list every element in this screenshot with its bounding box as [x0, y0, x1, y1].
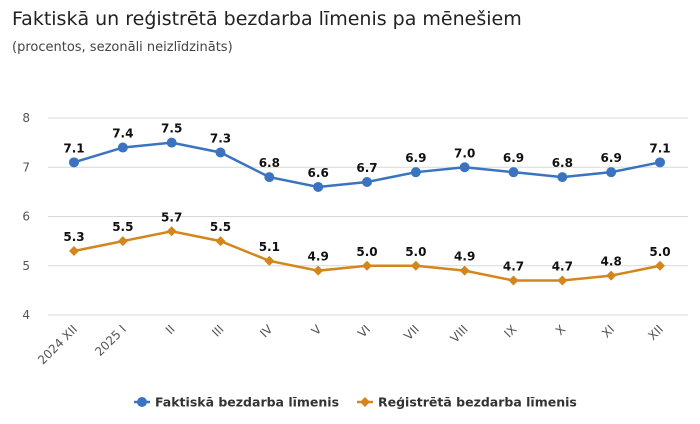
y-tick-label: 5 — [22, 259, 30, 273]
chart-subtitle: (procentos, sezonāli neizlīdzināts) — [12, 40, 233, 55]
legend-item[interactable]: Faktiskā bezdarba līmenis — [155, 395, 339, 410]
x-tick-label: XI — [599, 322, 617, 340]
legend-item[interactable]: Reģistrētā bezdarba līmenis — [378, 395, 577, 410]
data-point — [264, 255, 275, 266]
data-point — [166, 137, 177, 148]
data-label: 7.3 — [210, 131, 231, 145]
data-label: 5.3 — [63, 230, 84, 244]
data-label: 7.5 — [161, 122, 182, 136]
data-point — [215, 147, 226, 158]
x-tick-label: 2025 I — [92, 322, 129, 359]
x-tick-label: VII — [401, 322, 422, 343]
data-point — [459, 265, 470, 276]
legend-diamond-icon — [360, 397, 370, 407]
y-tick-label: 7 — [22, 160, 30, 174]
data-label: 7.0 — [454, 146, 475, 160]
legend-circle-icon — [137, 397, 147, 407]
data-point — [557, 172, 568, 183]
data-label: 6.9 — [405, 151, 426, 165]
data-label: 5.0 — [405, 245, 426, 259]
data-point — [69, 245, 79, 256]
x-tick-label: III — [209, 322, 226, 339]
x-tick-label: 2024 XII — [35, 322, 80, 367]
data-point — [313, 265, 324, 276]
data-label: 4.8 — [601, 255, 622, 269]
data-label: 4.9 — [308, 250, 329, 264]
data-label: 4.7 — [503, 260, 524, 274]
x-tick-label: VI — [355, 322, 373, 340]
data-label: 6.8 — [552, 156, 573, 170]
x-tick-label: IX — [501, 322, 519, 340]
data-point — [215, 236, 226, 247]
data-point — [410, 167, 421, 178]
x-tick-label: II — [163, 322, 178, 337]
data-point — [606, 270, 617, 281]
x-tick-label: X — [553, 322, 569, 338]
x-tick-label: XII — [645, 322, 666, 343]
data-point — [117, 142, 128, 153]
data-label: 5.0 — [649, 245, 670, 259]
data-label: 6.9 — [503, 151, 524, 165]
data-label: 5.7 — [161, 210, 182, 224]
x-tick-label: V — [309, 322, 325, 338]
data-point — [362, 260, 372, 271]
data-label: 5.5 — [210, 220, 231, 234]
data-label: 7.4 — [112, 127, 133, 141]
data-label: 4.7 — [552, 260, 573, 274]
y-tick-label: 4 — [22, 308, 30, 322]
x-tick-label: VIII — [448, 322, 471, 345]
data-point — [166, 226, 177, 237]
data-point — [313, 181, 324, 192]
data-label: 5.5 — [112, 220, 133, 234]
data-label: 6.7 — [356, 161, 377, 175]
chart-title: Faktiskā un reģistrētā bezdarba līmenis … — [12, 8, 522, 30]
data-point — [410, 260, 421, 271]
data-point — [69, 157, 79, 168]
data-point — [508, 167, 519, 178]
data-label: 6.9 — [601, 151, 622, 165]
data-label: 5.0 — [356, 245, 377, 259]
data-label: 7.1 — [649, 141, 670, 155]
data-point — [606, 167, 617, 178]
x-tick-label: IV — [257, 322, 276, 341]
data-label: 7.1 — [63, 141, 84, 155]
data-label: 6.6 — [308, 166, 329, 180]
data-point — [557, 275, 568, 286]
y-tick-label: 6 — [22, 210, 30, 224]
data-point — [655, 260, 665, 271]
data-point — [264, 172, 275, 183]
data-label: 5.1 — [259, 240, 280, 254]
data-point — [655, 157, 665, 168]
data-point — [508, 275, 519, 286]
data-point — [362, 177, 372, 188]
y-tick-label: 8 — [22, 111, 30, 125]
data-label: 6.8 — [259, 156, 280, 170]
data-label: 4.9 — [454, 250, 475, 264]
data-point — [117, 236, 128, 247]
data-point — [459, 162, 470, 173]
